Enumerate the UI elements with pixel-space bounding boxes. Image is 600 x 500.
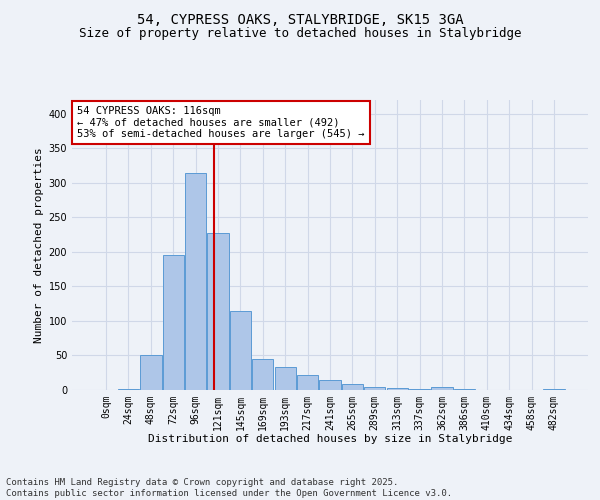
Bar [364, 387, 385, 390]
Bar [342, 384, 363, 390]
Bar [252, 359, 274, 390]
Bar [275, 366, 296, 390]
Bar [163, 256, 184, 390]
Bar [431, 387, 452, 390]
Bar [319, 380, 341, 390]
Y-axis label: Number of detached properties: Number of detached properties [34, 147, 44, 343]
X-axis label: Distribution of detached houses by size in Stalybridge: Distribution of detached houses by size … [148, 434, 512, 444]
Bar [185, 172, 206, 390]
Bar [386, 388, 408, 390]
Bar [208, 232, 229, 390]
Bar [230, 310, 251, 390]
Text: 54, CYPRESS OAKS, STALYBRIDGE, SK15 3GA: 54, CYPRESS OAKS, STALYBRIDGE, SK15 3GA [137, 12, 463, 26]
Text: 54 CYPRESS OAKS: 116sqm
← 47% of detached houses are smaller (492)
53% of semi-d: 54 CYPRESS OAKS: 116sqm ← 47% of detache… [77, 106, 365, 139]
Text: Contains HM Land Registry data © Crown copyright and database right 2025.
Contai: Contains HM Land Registry data © Crown c… [6, 478, 452, 498]
Text: Size of property relative to detached houses in Stalybridge: Size of property relative to detached ho… [79, 28, 521, 40]
Bar [297, 375, 318, 390]
Bar [140, 356, 161, 390]
